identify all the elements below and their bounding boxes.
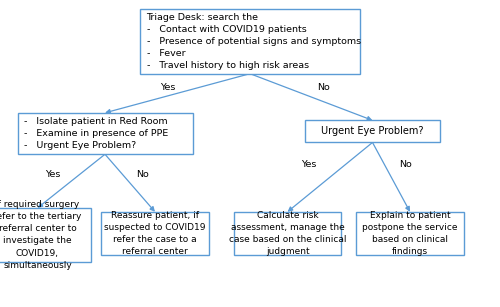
Text: Yes: Yes	[45, 170, 60, 180]
FancyBboxPatch shape	[18, 113, 192, 154]
Text: No: No	[136, 170, 149, 180]
Text: -   Isolate patient in Red Room
-   Examine in presence of PPE
-   Urgent Eye Pr: - Isolate patient in Red Room - Examine …	[24, 117, 168, 150]
FancyBboxPatch shape	[234, 212, 341, 255]
FancyBboxPatch shape	[140, 9, 360, 74]
Text: Triage Desk: search the
-   Contact with COVID19 patients
-   Presence of potent: Triage Desk: search the - Contact with C…	[146, 13, 360, 70]
Text: If required surgery
refer to the tertiary
referral center to
investigate the
COV: If required surgery refer to the tertiar…	[0, 200, 82, 270]
Text: Reassure patient, if
suspected to COVID19
refer the case to a
referral center: Reassure patient, if suspected to COVID1…	[104, 211, 206, 256]
Text: No: No	[398, 160, 411, 169]
Text: Explain to patient
postpone the service
based on clinical
findings: Explain to patient postpone the service …	[362, 211, 458, 256]
Text: No: No	[318, 83, 330, 92]
FancyBboxPatch shape	[101, 212, 209, 255]
Text: Yes: Yes	[160, 83, 175, 92]
Text: Calculate risk
assessment, manage the
case based on the clinical
judgment: Calculate risk assessment, manage the ca…	[229, 211, 346, 256]
FancyBboxPatch shape	[305, 120, 440, 142]
Text: Urgent Eye Problem?: Urgent Eye Problem?	[321, 126, 424, 136]
FancyBboxPatch shape	[0, 208, 91, 262]
FancyBboxPatch shape	[356, 212, 464, 255]
Text: Yes: Yes	[301, 160, 316, 169]
